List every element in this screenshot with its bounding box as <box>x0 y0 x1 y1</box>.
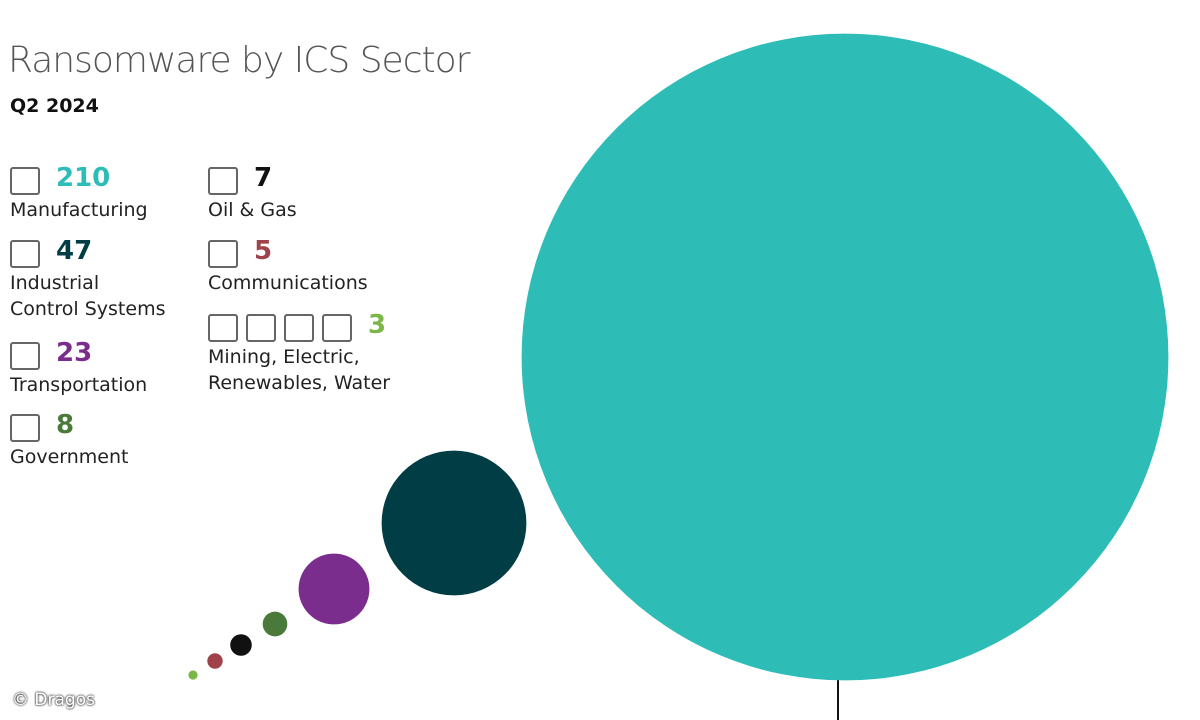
bubble <box>521 33 1169 681</box>
legend-label: Transportation <box>10 374 148 396</box>
sector-icon <box>10 167 40 195</box>
sector-icon <box>10 240 40 268</box>
bubble <box>381 450 527 596</box>
bubble <box>230 634 252 656</box>
sector-icon <box>10 414 40 442</box>
legend-label: Manufacturing <box>10 199 148 221</box>
legend-label: Government <box>10 446 129 468</box>
legend-value: 5 <box>254 236 273 266</box>
legend-value: 47 <box>56 236 93 266</box>
legend-label: Industrial Control Systems <box>10 272 166 320</box>
sector-icon <box>208 167 238 195</box>
sector-icon <box>208 240 238 268</box>
sector-icon <box>10 342 40 370</box>
credit: © Dragos <box>12 690 95 710</box>
legend-value: 7 <box>254 163 273 193</box>
bubble <box>207 653 223 669</box>
legend-value: 3 <box>368 310 387 340</box>
legend-label: Communications <box>208 272 368 294</box>
chart-title: Ransomware by ICS Sector <box>8 40 470 81</box>
legend-value: 210 <box>56 163 111 193</box>
chart-subtitle: Q2 2024 <box>10 95 99 117</box>
legend-label: Mining, Electric, Renewables, Water <box>208 346 391 394</box>
sector-icon <box>322 314 352 342</box>
sector-icon <box>208 314 238 342</box>
legend-value: 8 <box>56 410 75 440</box>
sector-icon <box>284 314 314 342</box>
legend-value: 23 <box>56 338 93 368</box>
sector-icon <box>246 314 276 342</box>
legend-label: Oil & Gas <box>208 199 297 221</box>
bubble <box>188 670 198 680</box>
bubble <box>298 553 370 625</box>
bubble <box>262 611 288 637</box>
